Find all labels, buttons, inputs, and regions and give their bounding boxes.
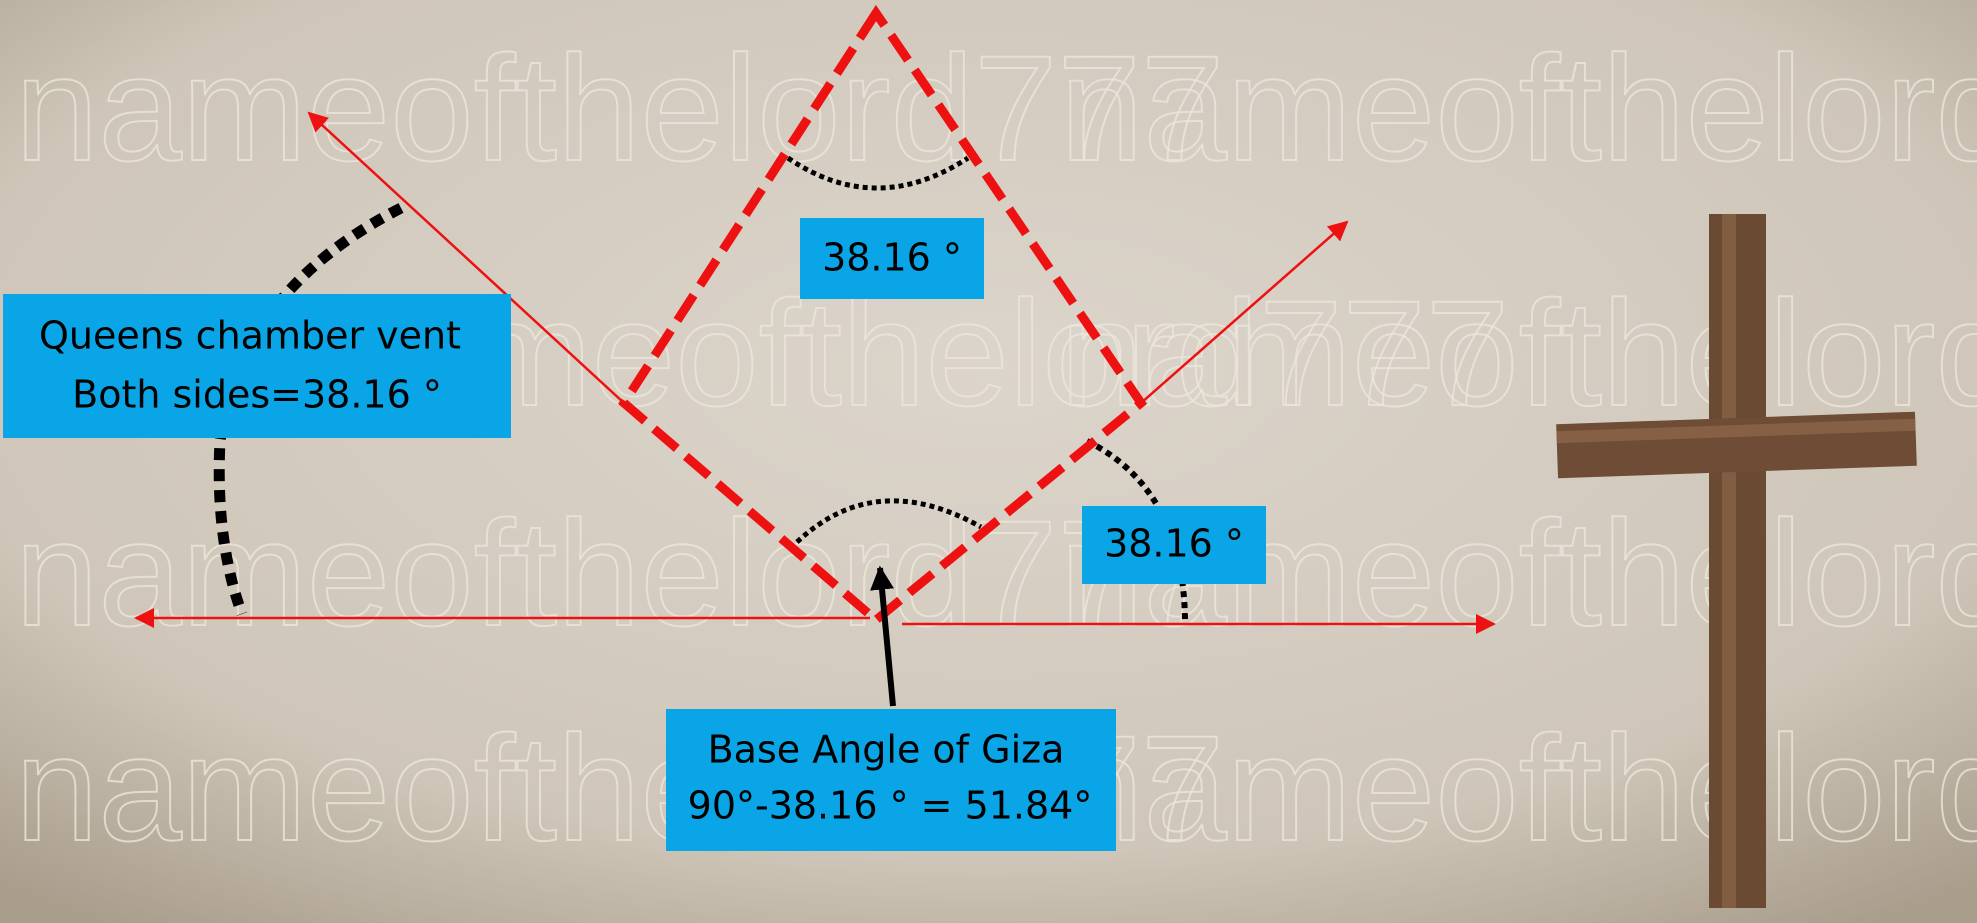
angle-label: 38.16 ° xyxy=(822,236,962,280)
watermark: nameofthelord777 xyxy=(1060,24,1977,192)
page: nameofthelord777 nameofthelord777 nameof… xyxy=(0,0,1977,923)
label-line: Base Angle of Giza xyxy=(708,728,1065,772)
watermark: nameofthelord777 xyxy=(15,24,1224,192)
watermark: nameofthelord777 xyxy=(15,489,1224,657)
label-line: Both sides=38.16 ° xyxy=(72,373,442,417)
angle-label: 38.16 ° xyxy=(1104,522,1244,566)
diagram: nameofthelord777 nameofthelord777 nameof… xyxy=(0,0,1977,923)
watermark: nameofthelord777 xyxy=(1060,704,1977,872)
label-line: Queens chamber vent xyxy=(39,314,461,358)
label-line: 90°-38.16 ° = 51.84° xyxy=(688,784,1093,828)
